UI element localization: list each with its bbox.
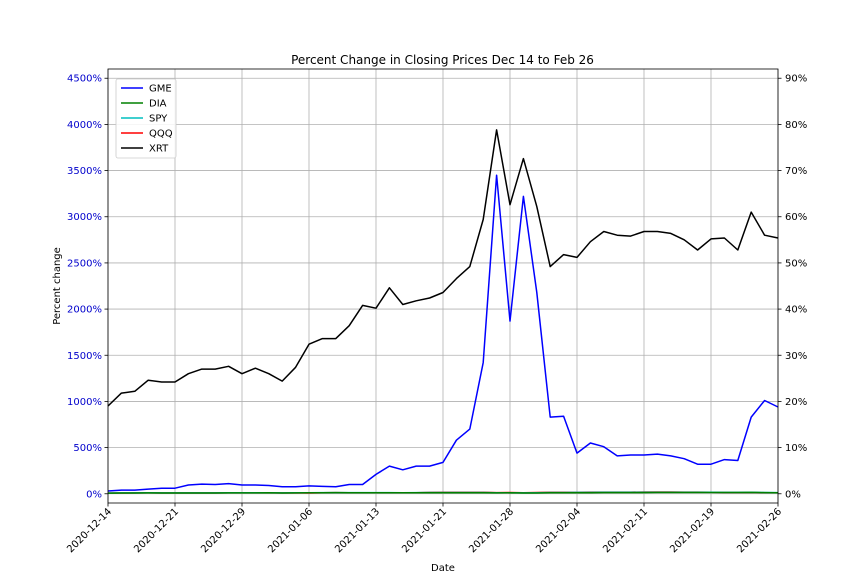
x-tick-label: 2020-12-21 bbox=[132, 506, 181, 555]
right-tick-label: 70% bbox=[785, 166, 807, 177]
left-tick-label: 3000% bbox=[67, 212, 102, 223]
left-tick-label: 500% bbox=[73, 443, 102, 454]
series-line-gme bbox=[107, 174, 779, 492]
left-tick-label: 2500% bbox=[67, 258, 102, 269]
right-tick-label: 10% bbox=[785, 443, 807, 454]
right-tick-label: 0% bbox=[785, 489, 801, 500]
x-tick-label: 2021-02-26 bbox=[735, 506, 784, 555]
x-tick-label: 2021-01-28 bbox=[467, 506, 516, 555]
left-tick-label: 0% bbox=[86, 489, 102, 500]
chart-title: Percent Change in Closing Prices Dec 14 … bbox=[291, 53, 594, 67]
legend: GME DIA SPY QQQ XRT bbox=[115, 78, 177, 159]
right-tick-label: 20% bbox=[785, 397, 807, 408]
series-group bbox=[107, 129, 779, 494]
legend-box bbox=[115, 78, 177, 159]
x-tick-label: 2020-12-14 bbox=[65, 506, 114, 555]
x-tick-label: 2021-01-06 bbox=[266, 506, 315, 555]
right-tick-label: 90% bbox=[785, 74, 807, 85]
grid bbox=[107, 69, 779, 503]
left-tick-label: 2000% bbox=[67, 305, 102, 316]
legend-label-xrt: XRT bbox=[149, 144, 169, 155]
series-line-xrt bbox=[107, 129, 779, 407]
x-tick-label: 2021-01-13 bbox=[333, 506, 382, 555]
left-tick-label: 4500% bbox=[67, 74, 102, 85]
right-y-axis: 0% 10% 20% 30% 40% 50% 60% 70% 80% 90% bbox=[778, 74, 807, 500]
left-tick-label: 1000% bbox=[67, 397, 102, 408]
x-tick-label: 2021-02-11 bbox=[601, 506, 650, 555]
x-axis-label: Date bbox=[431, 563, 455, 574]
x-tick-label: 2021-01-21 bbox=[400, 506, 449, 555]
left-tick-label: 1500% bbox=[67, 351, 102, 362]
left-tick-label: 4000% bbox=[67, 120, 102, 131]
y-axis-label: Percent change bbox=[52, 247, 63, 325]
x-tick-label: 2021-02-04 bbox=[534, 506, 583, 555]
x-tick-label: 2020-12-29 bbox=[199, 506, 248, 555]
left-tick-label: 3500% bbox=[67, 166, 102, 177]
legend-label-dia: DIA bbox=[149, 99, 167, 110]
right-tick-label: 80% bbox=[785, 120, 807, 131]
right-tick-label: 50% bbox=[785, 258, 807, 269]
x-axis: 2020-12-14 2020-12-21 2020-12-29 2021-01-06… bbox=[65, 503, 784, 555]
x-tick-label: 2021-02-19 bbox=[668, 506, 717, 555]
right-tick-label: 60% bbox=[785, 212, 807, 223]
left-y-axis: 0% 500% 1000% 1500% 2000% 2500% 3000% 3500% 4000… bbox=[67, 74, 108, 500]
legend-label-spy: SPY bbox=[149, 114, 168, 125]
legend-label-gme: GME bbox=[149, 84, 172, 95]
right-tick-label: 30% bbox=[785, 351, 807, 362]
legend-label-qqq: QQQ bbox=[149, 129, 173, 140]
right-tick-label: 40% bbox=[785, 305, 807, 316]
series-line-dia bbox=[107, 491, 779, 494]
